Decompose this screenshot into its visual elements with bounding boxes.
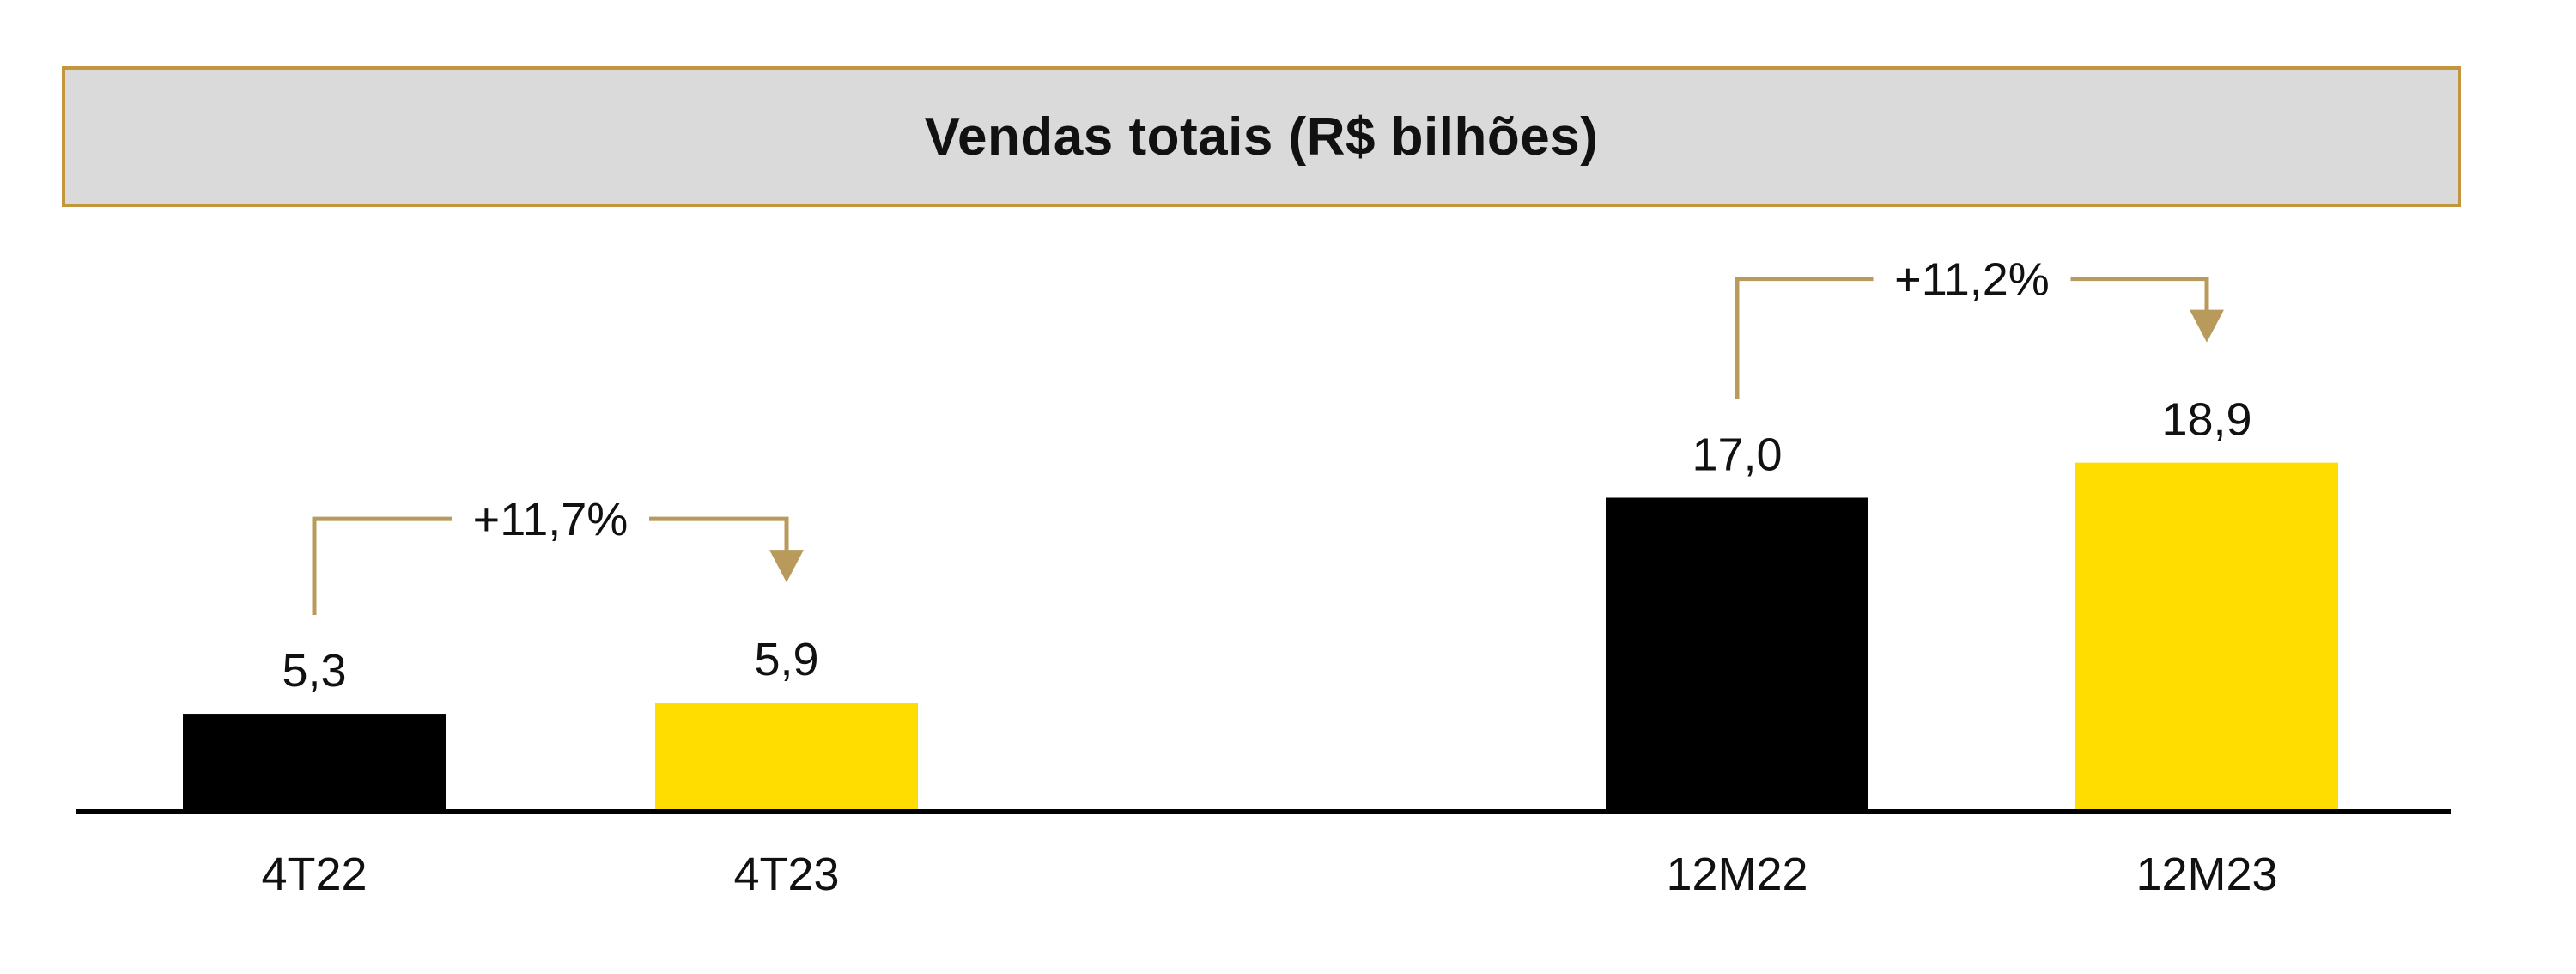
category-label-12M23: 12M23 <box>2136 849 2277 900</box>
category-label-12M22: 12M22 <box>1666 849 1807 900</box>
growth-bracket-right <box>2070 277 2209 314</box>
growth-arrow-head <box>2190 309 2224 343</box>
growth-annotation-2: +11,2% <box>1894 254 2050 306</box>
chart-title-box: Vendas totais (R$ bilhões) <box>62 66 2461 207</box>
growth-bracket-right <box>649 516 789 554</box>
value-label-12M22: 17,0 <box>1692 429 1782 481</box>
value-label-4T22: 5,3 <box>282 645 346 697</box>
growth-annotation-1: +11,7% <box>473 494 629 545</box>
bar-12M22 <box>1606 497 1868 812</box>
category-label-4T22: 4T22 <box>261 849 367 900</box>
bar-4T23 <box>655 703 918 812</box>
chart-title: Vendas totais (R$ bilhões) <box>924 107 1599 167</box>
growth-arrow-head <box>769 550 804 583</box>
category-label-4T23: 4T23 <box>733 849 839 900</box>
value-label-12M23: 18,9 <box>2161 394 2251 446</box>
growth-bracket-left <box>1735 277 1874 399</box>
value-label-4T23: 5,9 <box>754 634 818 685</box>
growth-bracket-left <box>312 516 452 616</box>
bar-4T22 <box>183 714 446 812</box>
bar-12M23 <box>2075 462 2338 812</box>
